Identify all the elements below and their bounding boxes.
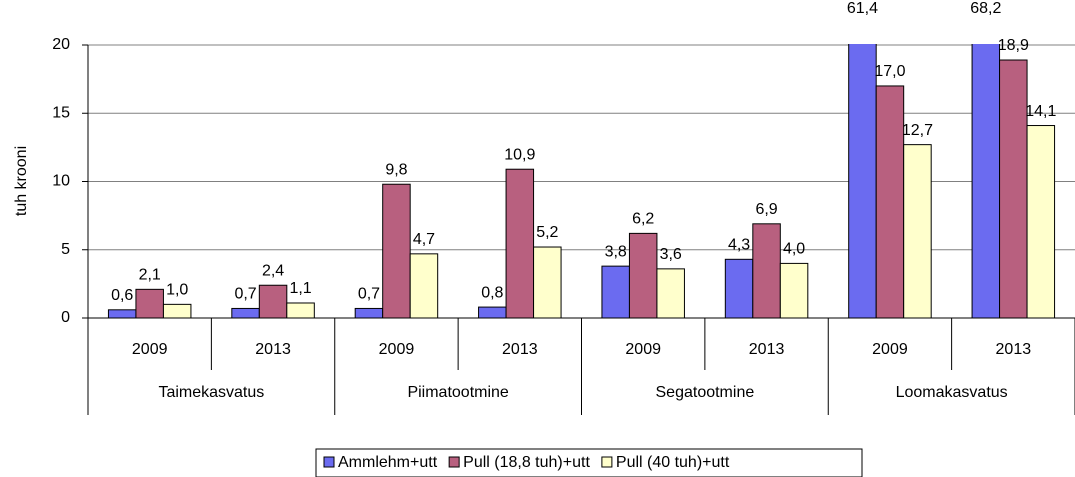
data-label: 10,9 [504,146,535,163]
data-label: 1,0 [166,282,188,299]
legend-label: Pull (18,8 tuh)+utt [463,454,590,471]
y-tick-label: 10 [52,173,70,190]
data-label: 2,4 [262,262,284,279]
bar [875,85,905,319]
x-tick-label: 2009 [379,341,415,358]
data-label: 14,1 [1025,103,1056,120]
bar [779,262,809,319]
bar [848,44,877,319]
legend-swatch [323,456,335,468]
bar [533,246,562,319]
bar [752,223,781,319]
data-label: 6,9 [755,201,777,218]
bar [1026,125,1056,319]
group-label: Loomakasvatus [896,384,1008,401]
data-label: 12,7 [902,122,933,139]
y-tick-label: 20 [52,36,70,53]
x-tick-label: 2013 [502,341,538,358]
data-label: 9,8 [385,161,407,178]
y-tick-label: 5 [61,241,70,258]
bar [382,183,411,319]
y-tick-label: 15 [52,104,70,121]
legend-label: Pull (40 tuh)+utt [616,454,730,471]
bar [999,59,1028,319]
bar [628,232,658,319]
data-label: 0,6 [111,287,133,304]
data-label: 0,7 [234,286,256,303]
legend-label: Ammlehm+utt [338,454,438,471]
bar [478,306,507,319]
data-label: 3,8 [605,243,627,260]
data-label: 1,1 [289,280,311,297]
bar [286,302,315,319]
group-label: Segatootmine [656,384,755,401]
legend: Ammlehm+utt Pull (18,8 tuh)+utt Pull (40 t… [315,448,863,477]
bar [971,44,1001,319]
x-tick-label: 2009 [872,341,908,358]
bar [903,144,932,319]
bar [505,168,535,319]
x-tick-label: 2009 [625,341,661,358]
y-tick-label: 0 [61,309,70,326]
group-label: Taimekasvatus [158,384,264,401]
data-label: 68,2 [970,0,1001,17]
x-tick-label: 2013 [996,341,1032,358]
bar [162,303,192,319]
bar [107,309,137,319]
data-label: 4,7 [413,231,435,248]
data-label: 61,4 [847,0,878,17]
bar [656,268,685,319]
bar [409,253,439,319]
plot-area [107,44,1056,319]
data-label: 6,2 [632,211,654,228]
y-axis-label: tuh krooni [13,146,30,216]
data-label: 2,1 [139,267,161,284]
data-label: 4,3 [728,237,750,254]
bar [231,307,260,319]
x-tick-label: 2013 [255,341,291,358]
bar [135,288,164,319]
data-label: 3,6 [660,246,682,263]
data-label: 5,2 [536,224,558,241]
bar [258,284,288,319]
data-label: 18,9 [998,37,1029,54]
x-tick-label: 2013 [749,341,785,358]
bar [601,265,630,319]
data-label: 17,0 [874,63,905,80]
bar [724,258,754,319]
legend-box [315,448,863,477]
legend-swatch [448,456,460,468]
x-tick-label: 2009 [132,341,168,358]
group-label: Piimatootmine [407,384,508,401]
bar [354,307,384,319]
data-label: 4,0 [783,241,805,258]
legend-swatch [601,456,613,468]
data-label: 0,7 [358,286,380,303]
data-label: 0,8 [481,284,503,301]
